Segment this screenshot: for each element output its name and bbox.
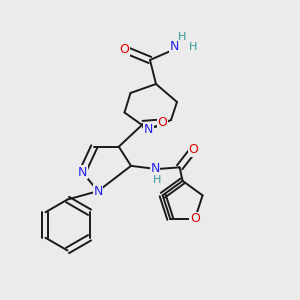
- Text: N: N: [78, 166, 87, 179]
- Text: N: N: [93, 184, 103, 198]
- Text: N: N: [144, 123, 153, 136]
- Text: N: N: [150, 162, 160, 176]
- Text: H: H: [153, 175, 162, 185]
- Text: H: H: [189, 41, 198, 52]
- Text: O: O: [120, 43, 129, 56]
- Text: H: H: [178, 32, 187, 43]
- Text: O: O: [158, 116, 167, 129]
- Text: O: O: [190, 212, 200, 225]
- Text: O: O: [188, 143, 198, 157]
- Text: N: N: [169, 40, 179, 53]
